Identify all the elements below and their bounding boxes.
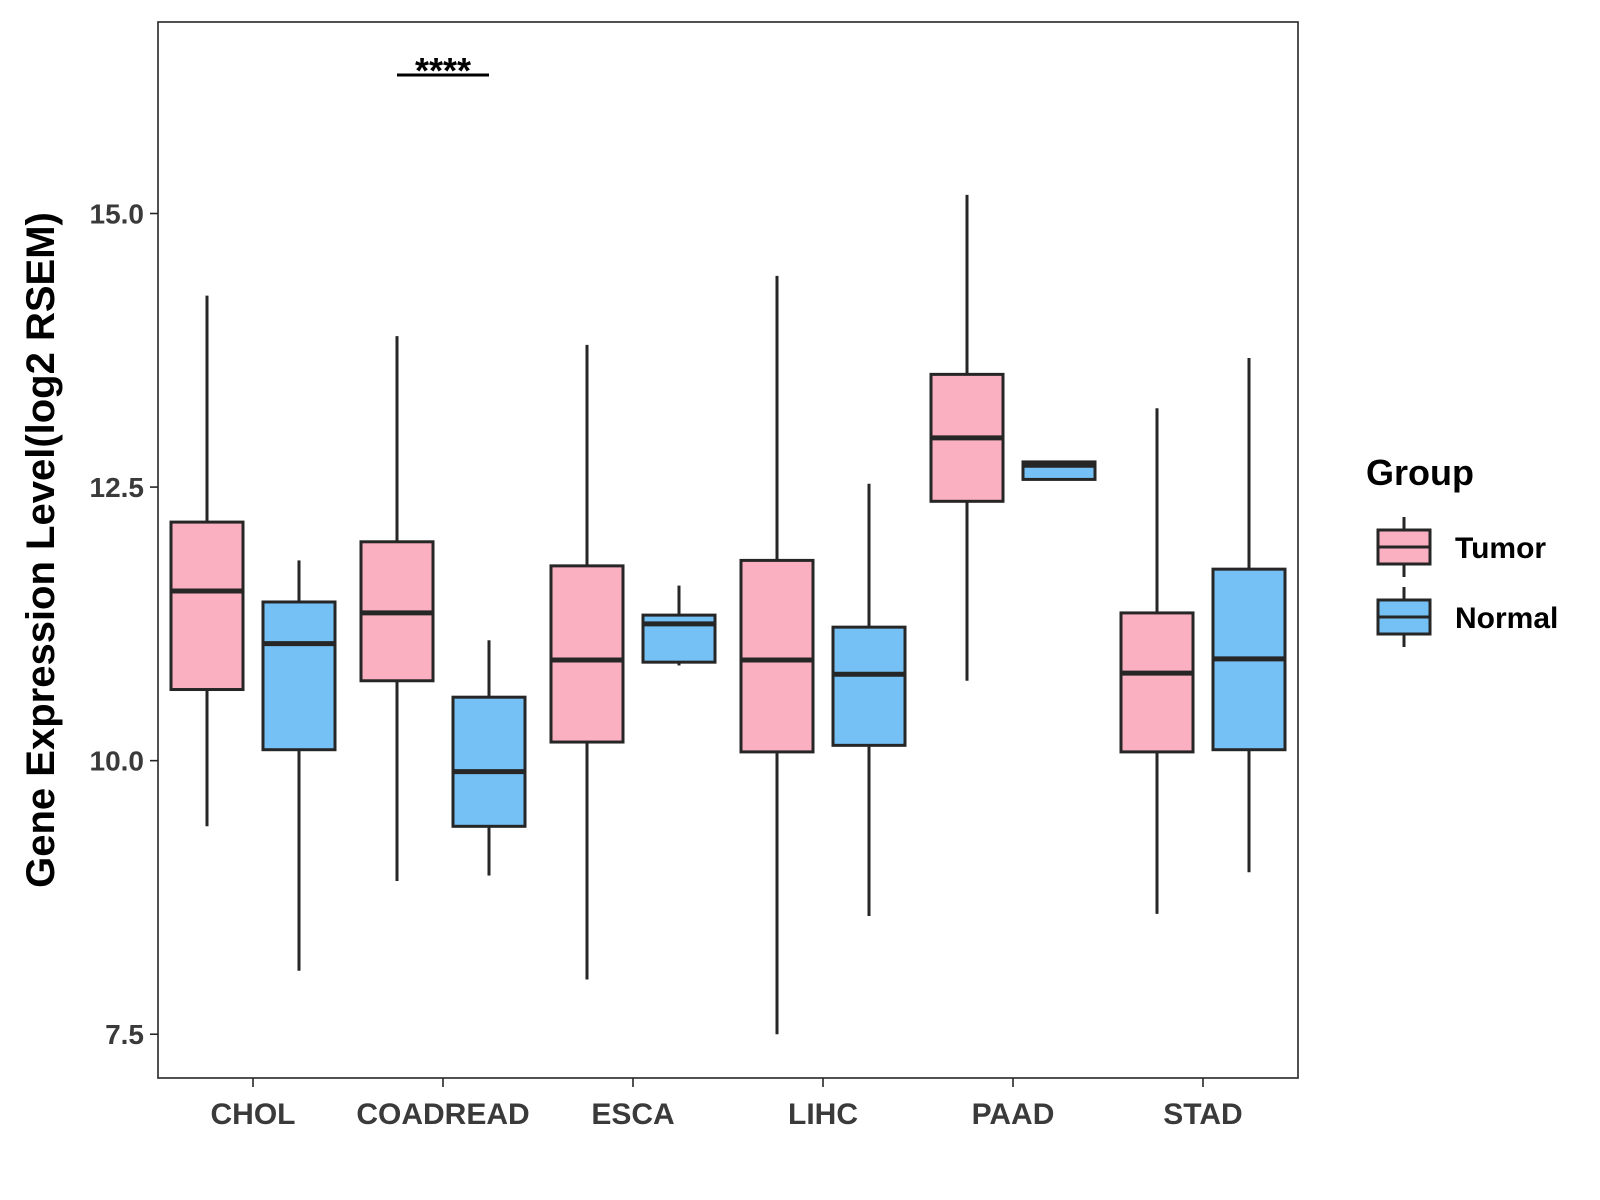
box-tumor-esca	[549, 344, 625, 980]
box-normal-esca	[641, 585, 717, 666]
x-tick-label-esca: ESCA	[591, 1098, 674, 1131]
legend-title: Group	[1366, 452, 1474, 493]
box-normal-paad	[1021, 460, 1097, 481]
y-tick-label: 12.5	[90, 472, 145, 503]
box-normal-lihc	[831, 483, 907, 917]
box-tumor-lihc	[739, 275, 815, 1035]
y-tick-label: 15.0	[90, 199, 145, 230]
box-normal-coadread	[451, 640, 527, 876]
significance-label: ****	[415, 50, 471, 91]
legend-item-normal: Normal	[1376, 587, 1558, 647]
box-body-normal-coadread	[451, 695, 527, 828]
x-tick-label-paad: PAAD	[972, 1098, 1055, 1131]
box-body-normal-chol	[261, 600, 337, 752]
legend-item-tumor: Tumor	[1376, 517, 1546, 577]
box-tumor-paad	[929, 194, 1005, 681]
box-body-tumor-stad	[1119, 611, 1195, 754]
box-tumor-stad	[1119, 408, 1195, 914]
box-tumor-chol	[169, 295, 245, 827]
box-normal-chol	[261, 560, 337, 971]
boxes-layer	[169, 194, 1287, 1035]
legend-label-normal: Normal	[1455, 602, 1558, 635]
x-tick-label-stad: STAD	[1163, 1098, 1242, 1131]
legend: Group Tumor Normal	[1366, 452, 1558, 647]
y-tick-label: 10.0	[90, 746, 145, 777]
box-body-normal-lihc	[831, 625, 907, 747]
significance-annotations: ****	[397, 50, 489, 91]
box-normal-stad	[1211, 357, 1287, 873]
x-axis: CHOL COADREAD ESCA LIHC PAAD STAD	[211, 1078, 1243, 1131]
y-tick-label: 7.5	[105, 1019, 144, 1050]
box-body-tumor-esca	[549, 564, 625, 744]
legend-label-tumor: Tumor	[1455, 532, 1546, 565]
y-axis: 7.5 10.0 12.5 15.0	[90, 199, 158, 1050]
y-axis-title: Gene Expression Level(log2 RSEM)	[19, 212, 63, 888]
legend-items: Tumor Normal	[1376, 517, 1558, 647]
box-body-tumor-chol	[169, 520, 245, 692]
plot-panel-border	[157, 21, 1299, 1079]
x-tick-label-chol: CHOL	[211, 1098, 296, 1131]
x-tick-label-coadread: COADREAD	[356, 1098, 529, 1131]
box-tumor-coadread	[359, 336, 435, 882]
x-tick-label-lihc: LIHC	[788, 1098, 858, 1131]
box-body-tumor-lihc	[739, 558, 815, 754]
